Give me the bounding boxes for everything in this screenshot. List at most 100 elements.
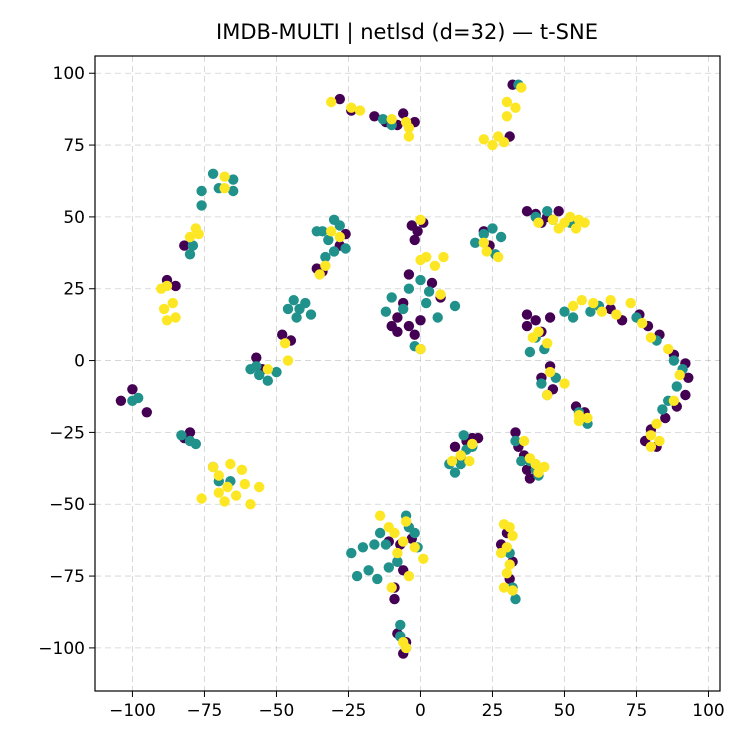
plot-frame [94, 55, 721, 692]
scatter-point-yellow [645, 430, 657, 441]
y-tick-label: 75 [63, 136, 85, 156]
scatter-point-teal [320, 251, 331, 263]
scatter-point-yellow [326, 96, 337, 108]
scatter-point-yellow [533, 217, 544, 228]
scatter-point-yellow [158, 303, 170, 315]
y-tick-label: −100 [38, 639, 85, 659]
scatter-point-yellow [567, 300, 579, 312]
scatter-point-purple [449, 441, 461, 452]
scatter-point-yellow [645, 441, 657, 452]
x-tick-label: 25 [482, 701, 504, 721]
x-tick-label: 75 [626, 701, 648, 721]
scatter-point-yellow [542, 389, 553, 401]
scatter-point-yellow [193, 228, 204, 240]
scatter-point-purple [553, 206, 564, 217]
scatter-point-purple [127, 384, 138, 395]
scatter-point-teal [300, 297, 311, 309]
scatter-point-yellow [596, 306, 608, 317]
scatter-point-purple [334, 93, 345, 105]
scatter-point-teal [455, 458, 466, 470]
scatter-point-yellow [625, 297, 636, 309]
scatter-point-yellow [576, 295, 587, 306]
scatter-point-yellow [392, 547, 403, 559]
x-tick-label: −100 [109, 701, 156, 721]
scatter-point-purple [524, 473, 536, 484]
scatter-point-teal [398, 303, 409, 315]
scatter-point-teal [357, 542, 369, 553]
scatter-point-teal [346, 547, 357, 559]
scatter-point-purple [544, 312, 556, 323]
scatter-point-yellow [415, 214, 426, 225]
scatter-point-yellow [429, 260, 441, 271]
scatter-point-teal [524, 346, 536, 358]
scatter-point-yellow [334, 231, 345, 243]
scatter-point-teal [585, 306, 596, 317]
scatter-point-teal [228, 174, 239, 185]
scatter-point-purple [369, 111, 380, 122]
scatter-point-yellow [282, 355, 294, 366]
scatter-point-yellow [245, 499, 256, 510]
scatter-point-yellow [346, 102, 357, 113]
scatter-point-yellow [516, 82, 527, 93]
scatter-point-purple [277, 329, 288, 340]
scatter-point-yellow [467, 438, 478, 450]
scatter-point-yellow [320, 260, 331, 271]
scatter-point-yellow [668, 395, 680, 406]
scatter-point-yellow [386, 582, 397, 593]
scatter-point-yellow [547, 214, 559, 225]
scatter-point-yellow [570, 223, 582, 234]
scatter-point-teal [282, 303, 294, 315]
scatter-point-yellow [213, 470, 224, 481]
scatter-point-teal [536, 378, 547, 389]
scatter-point-yellow [403, 570, 415, 582]
scatter-point-teal [478, 228, 489, 240]
scatter-point-yellow [207, 461, 219, 473]
scatter-point-yellow [565, 211, 576, 223]
scatter-point-teal [271, 366, 282, 378]
scatter-point-teal [392, 556, 403, 567]
scatter-point-purple [115, 395, 127, 406]
scatter-point-yellow [415, 343, 426, 355]
scatter-point-teal [487, 223, 498, 234]
scatter-point-teal [559, 306, 570, 317]
scatter-point-yellow [507, 585, 518, 596]
scatter-point-yellow [579, 217, 590, 228]
chart-title: IMDB-MULTI | netlsd (d=32) — t-SNE [216, 20, 598, 45]
scatter-point-teal [334, 220, 345, 231]
scatter-point-yellow [418, 553, 429, 564]
scatter-point-yellow [498, 137, 510, 148]
scatter-point-yellow [504, 559, 515, 570]
scatter-point-yellow [403, 131, 415, 142]
scatter-point-yellow [611, 309, 622, 320]
scatter-point-teal [133, 392, 144, 404]
scatter-point-yellow [553, 223, 564, 234]
scatter-point-purple [409, 234, 420, 246]
scatter-point-yellow [478, 134, 489, 145]
scatter-point-teal [380, 539, 392, 550]
scatter-point-yellow [374, 510, 386, 521]
scatter-point-teal [421, 297, 432, 309]
scatter-point-yellow [386, 114, 397, 125]
scatter-point-yellow [326, 226, 337, 237]
scatter-point-teal [567, 312, 579, 323]
scatter-point-purple [251, 352, 262, 363]
scatter-point-teal [380, 306, 392, 317]
scatter-point-yellow [637, 318, 648, 329]
scatter-point-purple [680, 389, 691, 401]
scatter-point-teal [668, 355, 680, 366]
scatter-point-yellow [230, 490, 242, 501]
scatter-point-teal [510, 593, 521, 605]
scatter-point-purple [530, 315, 541, 326]
scatter-point-yellow [170, 312, 181, 323]
scatter-point-teal [449, 300, 461, 312]
scatter-point-teal [196, 200, 207, 211]
axes: −100 −75 −50 −25 0 25 50 75 100 −100 −75 −50 −25 0 25 5… [38, 64, 724, 721]
grid [95, 56, 720, 691]
x-tick-label: −75 [187, 701, 223, 721]
scatter-point-teal [671, 381, 682, 392]
scatter-point-teal [403, 283, 415, 294]
scatter-point-yellow [464, 455, 475, 467]
scatter-point-purple [392, 326, 403, 337]
